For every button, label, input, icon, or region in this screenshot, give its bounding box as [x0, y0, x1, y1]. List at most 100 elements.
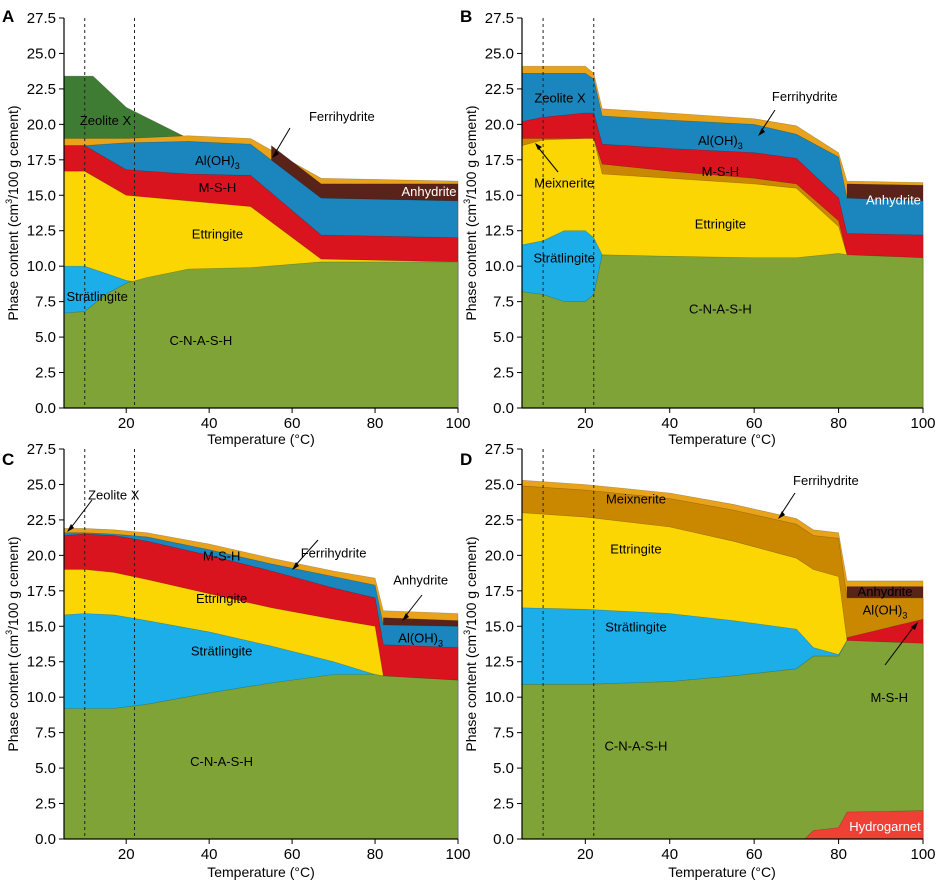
- label-meixnerite: Meixnerite: [606, 492, 666, 507]
- ylabel-prefix: Phase content (cm: [463, 635, 479, 752]
- ylabel-sup: 3: [4, 630, 14, 635]
- pointer-anhydrite: [403, 594, 423, 619]
- pointer-meixnerite: [536, 145, 559, 173]
- label-hydrogarnet: Hydrogarnet: [849, 819, 921, 834]
- ylabel-prefix: Phase content (cm: [463, 204, 479, 321]
- x-tick-label: 60: [284, 415, 301, 432]
- y-tick-label: 27.5: [27, 10, 56, 27]
- panel-d-xlabel: Temperature (°C): [668, 864, 776, 880]
- y-tick-label: 12.5: [27, 654, 56, 671]
- y-tick-label: 10.0: [485, 689, 514, 706]
- y-tick-label: 25.0: [27, 476, 56, 493]
- pointer-ferrihydrite: [273, 127, 291, 156]
- ylabel-suffix: /100 g cement): [5, 105, 21, 198]
- x-tick-label: 20: [577, 415, 594, 432]
- panel-letter-d: D: [460, 450, 472, 469]
- label-ettringite: Ettringite: [196, 591, 247, 606]
- y-tick-label: 17.5: [485, 583, 514, 600]
- label-c-n-a-s-h: C-N-A-S-H: [605, 738, 668, 753]
- y-tick-label: 17.5: [27, 583, 56, 600]
- ylabel-suffix: /100 g cement): [463, 105, 479, 198]
- y-tick-label: 22.5: [485, 512, 514, 529]
- y-tick-label: 12.5: [485, 223, 514, 240]
- ylabel-prefix: Phase content (cm: [5, 204, 21, 321]
- panel-a-xlabel: Temperature (°C): [207, 431, 315, 447]
- y-tick-label: 0.0: [493, 831, 514, 848]
- y-tick-label: 2.5: [35, 796, 56, 813]
- y-tick-label: 7.5: [493, 294, 514, 311]
- panel-letter-c: C: [2, 450, 14, 469]
- y-tick-label: 7.5: [493, 725, 514, 742]
- x-tick-label: 60: [746, 415, 763, 432]
- y-tick-label: 7.5: [35, 294, 56, 311]
- label-ettringite: Ettringite: [192, 227, 243, 242]
- y-tick-label: 15.0: [27, 187, 56, 204]
- y-tick-label: 10.0: [27, 258, 56, 275]
- label-m-s-h: M-S-H: [199, 180, 237, 195]
- y-tick-label: 5.0: [35, 760, 56, 777]
- panel-c-xlabel: Temperature (°C): [207, 864, 315, 880]
- panel-c-ylabel: Phase content (cm3/100 g cement): [4, 536, 21, 751]
- label-m-s-h: M-S-H: [870, 690, 908, 705]
- y-tick-label: 10.0: [27, 689, 56, 706]
- panel-d: D 0.0 2.5 5.0 7.5 10.0 12.5 15.0 17.5 20.0 22.5 25…: [460, 441, 936, 880]
- label-anhydrite: Anhydrite: [858, 584, 913, 599]
- y-tick-label: 2.5: [35, 365, 56, 382]
- y-tick-label: 20.0: [485, 116, 514, 133]
- y-tick-label: 22.5: [485, 81, 514, 98]
- x-tick-label: 60: [284, 846, 301, 863]
- label-ferrihydrite: Ferrihydrite: [309, 109, 375, 124]
- ylabel-sup: 3: [462, 630, 472, 635]
- label-ettringite: Ettringite: [610, 541, 661, 556]
- pointer-head: [402, 613, 409, 621]
- label-al-oh-3: Al(OH)3: [398, 631, 443, 649]
- y-tick-label: 22.5: [27, 512, 56, 529]
- y-tick-label: 12.5: [485, 654, 514, 671]
- y-tick-label: 25.0: [27, 45, 56, 62]
- label-ferrihydrite: Ferrihydrite: [793, 473, 859, 488]
- y-tick-label: 0.0: [493, 400, 514, 417]
- x-tick-label: 80: [830, 846, 847, 863]
- x-tick-label: 20: [118, 415, 135, 432]
- x-tick-label: 80: [367, 415, 384, 432]
- y-tick-label: 0.0: [35, 831, 56, 848]
- ylabel-prefix: Phase content (cm: [5, 635, 21, 752]
- label-c-n-a-s-h: C-N-A-S-H: [190, 754, 253, 769]
- panel-a: A 0.0 2.5 5.0 7.5 10.0 12.5 15.0 17.5 20.0 22.5 25…: [2, 7, 471, 447]
- label-m-s-h: M-S-H: [203, 548, 241, 563]
- y-tick-label: 22.5: [27, 81, 56, 98]
- pointer-zeolite-x: [69, 499, 93, 530]
- x-tick-label: 40: [661, 846, 678, 863]
- y-tick-label: 15.0: [485, 187, 514, 204]
- pointer-m-s-h: [884, 624, 916, 666]
- x-tick-label: 100: [910, 846, 935, 863]
- x-tick-label: 80: [367, 846, 384, 863]
- x-tick-label: 40: [661, 415, 678, 432]
- panel-b-ylabel: Phase content (cm3/100 g cement): [462, 105, 479, 320]
- label-al-oh-3: Al(OH)3: [195, 153, 240, 171]
- pointer-head: [778, 511, 785, 519]
- panel-a-ylabel: Phase content (cm3/100 g cement): [4, 105, 21, 320]
- panel-letter-b: B: [460, 7, 472, 26]
- x-tick-label: 60: [746, 846, 763, 863]
- y-tick-label: 27.5: [485, 441, 514, 458]
- label-al-oh-3: Al(OH)3: [863, 602, 908, 620]
- y-tick-label: 20.0: [27, 116, 56, 133]
- label-ferrihydrite: Ferrihydrite: [301, 546, 367, 561]
- y-tick-label: 17.5: [485, 152, 514, 169]
- y-tick-label: 17.5: [27, 152, 56, 169]
- pointer-head: [67, 524, 74, 532]
- panel-c: C 0.0 2.5 5.0 7.5 10.0 12.5 15.0 17.5 20.0 22.5 25…: [2, 441, 471, 880]
- y-tick-label: 27.5: [485, 10, 514, 27]
- y-tick-label: 2.5: [493, 365, 514, 382]
- label-c-n-a-s-h: C-N-A-S-H: [689, 302, 752, 317]
- pointer-head: [535, 143, 542, 150]
- y-tick-label: 20.0: [485, 547, 514, 564]
- label-zeolite-x: Zeolite X: [80, 113, 132, 128]
- y-tick-label: 12.5: [27, 223, 56, 240]
- y-tick-label: 2.5: [493, 796, 514, 813]
- y-tick-label: 25.0: [485, 476, 514, 493]
- y-tick-label: 5.0: [493, 760, 514, 777]
- panel-a-plot: 0.0 2.5 5.0 7.5 10.0 12.5 15.0 17.5 20.0 22.5 25.0…: [27, 10, 471, 432]
- label-al-oh-3: Al(OH)3: [698, 133, 743, 151]
